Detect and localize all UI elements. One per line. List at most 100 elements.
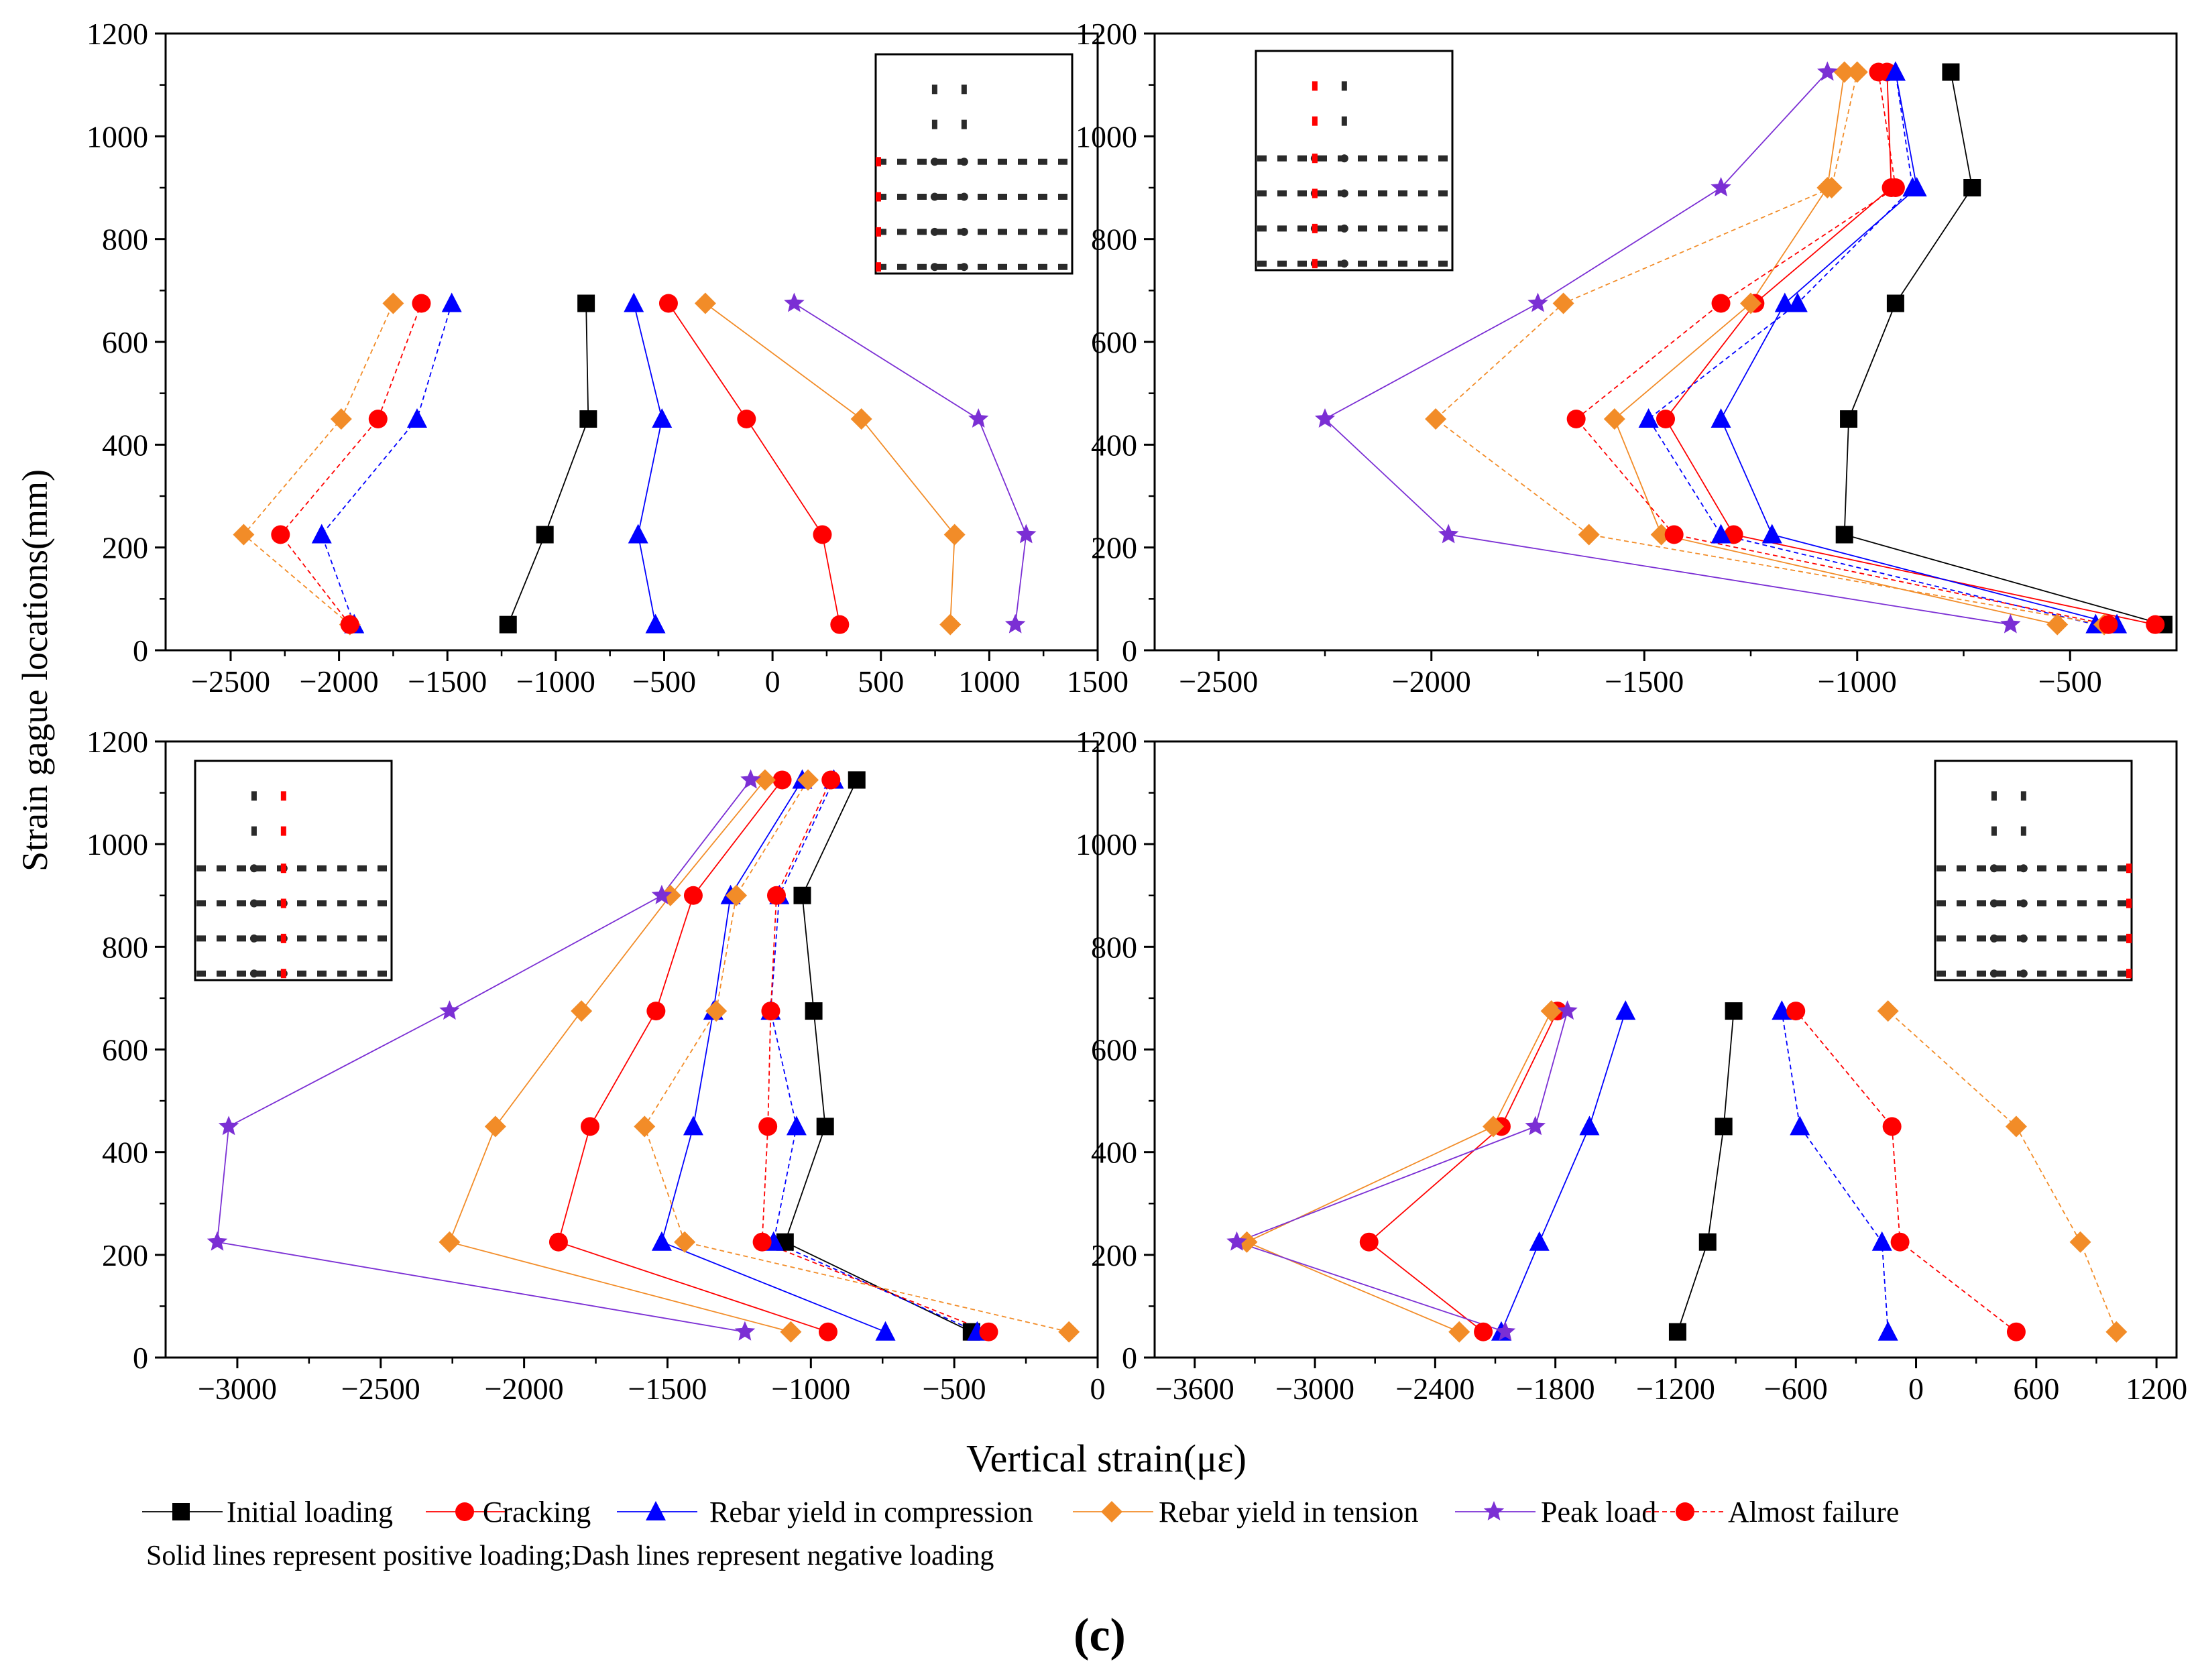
- legend-label: Initial loading: [227, 1496, 393, 1528]
- data-point-cracking: [1359, 1232, 1379, 1252]
- y-tick-label: 600: [1091, 1033, 1137, 1067]
- data-point-rebar-yield-in-compression: [1615, 1000, 1636, 1020]
- data-point-rebar-yield-in-tension: [850, 408, 872, 430]
- data-point-rebar-yield-in-compression: [406, 408, 427, 428]
- strain-plot-panel-2: −2500 −2000 −1500 −1000 −500 0 200 400 600 800 100…: [1076, 17, 2178, 699]
- data-point-peak-load: [207, 1231, 228, 1251]
- series-line-cracking-positive: [668, 302, 841, 625]
- x-tick-label: 600: [2013, 1372, 2059, 1406]
- y-tick-label: 0: [1122, 1341, 1137, 1375]
- legend-label: Almost failure: [1728, 1496, 1899, 1528]
- series-line-cracking-positive: [1368, 1010, 1558, 1333]
- series-line-rebar-yield-in-tension-negative: [644, 779, 1069, 1333]
- y-tick-label: 1000: [86, 119, 148, 154]
- y-tick-label: 800: [102, 930, 148, 964]
- data-point-rebar-yield-in-tension: [754, 769, 776, 791]
- data-point-peak-load: [734, 1321, 756, 1341]
- data-point-rebar-yield-in-tension: [694, 292, 716, 314]
- data-point-rebar-yield-in-compression: [628, 524, 648, 544]
- y-tick-label: 200: [1091, 1238, 1137, 1272]
- data-point-cracking: [658, 294, 678, 313]
- data-point-initial-loading: [816, 1118, 834, 1136]
- data-point-rebar-yield-in-compression: [311, 524, 332, 544]
- data-point-rebar-yield-in-tension: [1425, 408, 1447, 430]
- x-tick-label: −1500: [408, 664, 487, 699]
- data-point-rebar-yield-in-compression: [441, 292, 462, 312]
- data-point-rebar-yield-in-tension: [1820, 177, 1843, 198]
- y-tick-label: 1000: [1076, 827, 1137, 861]
- data-point-rebar-yield-in-tension: [939, 613, 962, 636]
- legend-marker: [455, 1502, 474, 1521]
- data-point-rebar-yield-in-compression: [651, 1231, 672, 1251]
- data-point-rebar-yield-in-compression: [683, 1116, 703, 1136]
- data-point-peak-load: [1711, 177, 1731, 196]
- legend: Initial loading Cracking Rebar yield in co…: [142, 1496, 1899, 1528]
- y-tick-label: 1200: [1076, 725, 1137, 759]
- series-line-peak-load-positive: [217, 779, 752, 1333]
- data-point-peak-load: [1495, 1321, 1516, 1341]
- y-tick-label: 1200: [1076, 17, 1137, 51]
- data-point-rebar-yield-in-compression: [786, 1116, 807, 1136]
- data-point-almost-failure: [340, 615, 359, 634]
- data-point-initial-loading: [1668, 1323, 1686, 1341]
- data-point-rebar-yield-in-compression: [875, 1321, 896, 1341]
- x-tick-label: −2500: [341, 1372, 420, 1406]
- series-line-initial-loading-positive: [1843, 72, 2164, 625]
- data-point-rebar-yield-in-tension: [1833, 61, 1855, 83]
- data-point-peak-load: [1817, 61, 1838, 81]
- legend-marker: [646, 1501, 666, 1520]
- series-line-cracking-positive: [1664, 72, 2156, 625]
- y-tick-label: 600: [102, 325, 148, 359]
- x-tick-label: 1500: [1067, 664, 1128, 699]
- y-tick-label: 1000: [1076, 119, 1137, 154]
- series-line-initial-loading-positive: [507, 303, 589, 625]
- data-point-peak-load: [1557, 1000, 1578, 1020]
- y-tick-label: 600: [1091, 325, 1137, 359]
- data-point-rebar-yield-in-compression: [1871, 1231, 1892, 1251]
- series-line-peak-load-positive: [793, 302, 1027, 625]
- data-point-peak-load: [1438, 524, 1459, 544]
- data-point-cracking: [548, 1232, 568, 1252]
- y-tick-label: 400: [102, 428, 148, 462]
- data-point-initial-loading: [579, 410, 597, 428]
- data-point-rebar-yield-in-tension: [484, 1116, 506, 1138]
- y-tick-label: 1000: [86, 827, 148, 861]
- y-tick-label: 400: [102, 1136, 148, 1170]
- x-axis-label: Vertical strain(με): [966, 1437, 1247, 1480]
- data-point-almost-failure: [2099, 615, 2118, 634]
- data-point-initial-loading: [1725, 1002, 1743, 1020]
- y-tick-label: 800: [1091, 930, 1137, 964]
- x-tick-label: −500: [923, 1372, 986, 1406]
- data-point-rebar-yield-in-tension: [233, 524, 255, 546]
- data-point-rebar-yield-in-compression: [1638, 408, 1659, 428]
- x-tick-label: −500: [2038, 664, 2102, 699]
- y-tick-label: 400: [1091, 1136, 1137, 1170]
- strain-plot-panel-3: −3000 −2500 −2000 −1500 −1000 −500 0 0 200 400 600…: [86, 725, 1106, 1406]
- x-tick-label: 0: [765, 664, 780, 699]
- x-tick-label: −1000: [516, 664, 595, 699]
- x-tick-label: −600: [1764, 1372, 1828, 1406]
- data-point-almost-failure: [1869, 62, 1888, 82]
- legend-label: Peak load: [1541, 1496, 1656, 1528]
- x-tick-label: −1200: [1636, 1372, 1715, 1406]
- x-tick-label: −2400: [1395, 1372, 1474, 1406]
- data-point-rebar-yield-in-compression: [652, 408, 673, 428]
- data-point-initial-loading: [1835, 526, 1853, 544]
- data-point-rebar-yield-in-tension: [2005, 1116, 2027, 1138]
- data-point-rebar-yield-in-compression: [1711, 408, 1731, 428]
- legend-marker: [1101, 1501, 1122, 1522]
- series-line-rebar-yield-in-compression-positive: [660, 779, 886, 1333]
- data-point-initial-loading: [1963, 179, 1981, 196]
- data-point-rebar-yield-in-tension: [439, 1231, 461, 1253]
- data-point-rebar-yield-in-tension: [634, 1116, 656, 1138]
- data-point-rebar-yield-in-tension: [1483, 1116, 1505, 1138]
- x-tick-label: −2500: [1179, 664, 1258, 699]
- series-line-almost-failure-negative: [280, 303, 422, 625]
- data-point-almost-failure: [271, 525, 290, 544]
- x-tick-label: −1500: [1605, 664, 1684, 699]
- data-point-initial-loading: [1886, 294, 1904, 312]
- legend-label: Rebar yield in tension: [1159, 1496, 1418, 1528]
- data-point-rebar-yield-in-compression: [1902, 177, 1923, 196]
- note-text: Solid lines represent positive loading;D…: [146, 1541, 994, 1571]
- data-point-almost-failure: [412, 294, 431, 313]
